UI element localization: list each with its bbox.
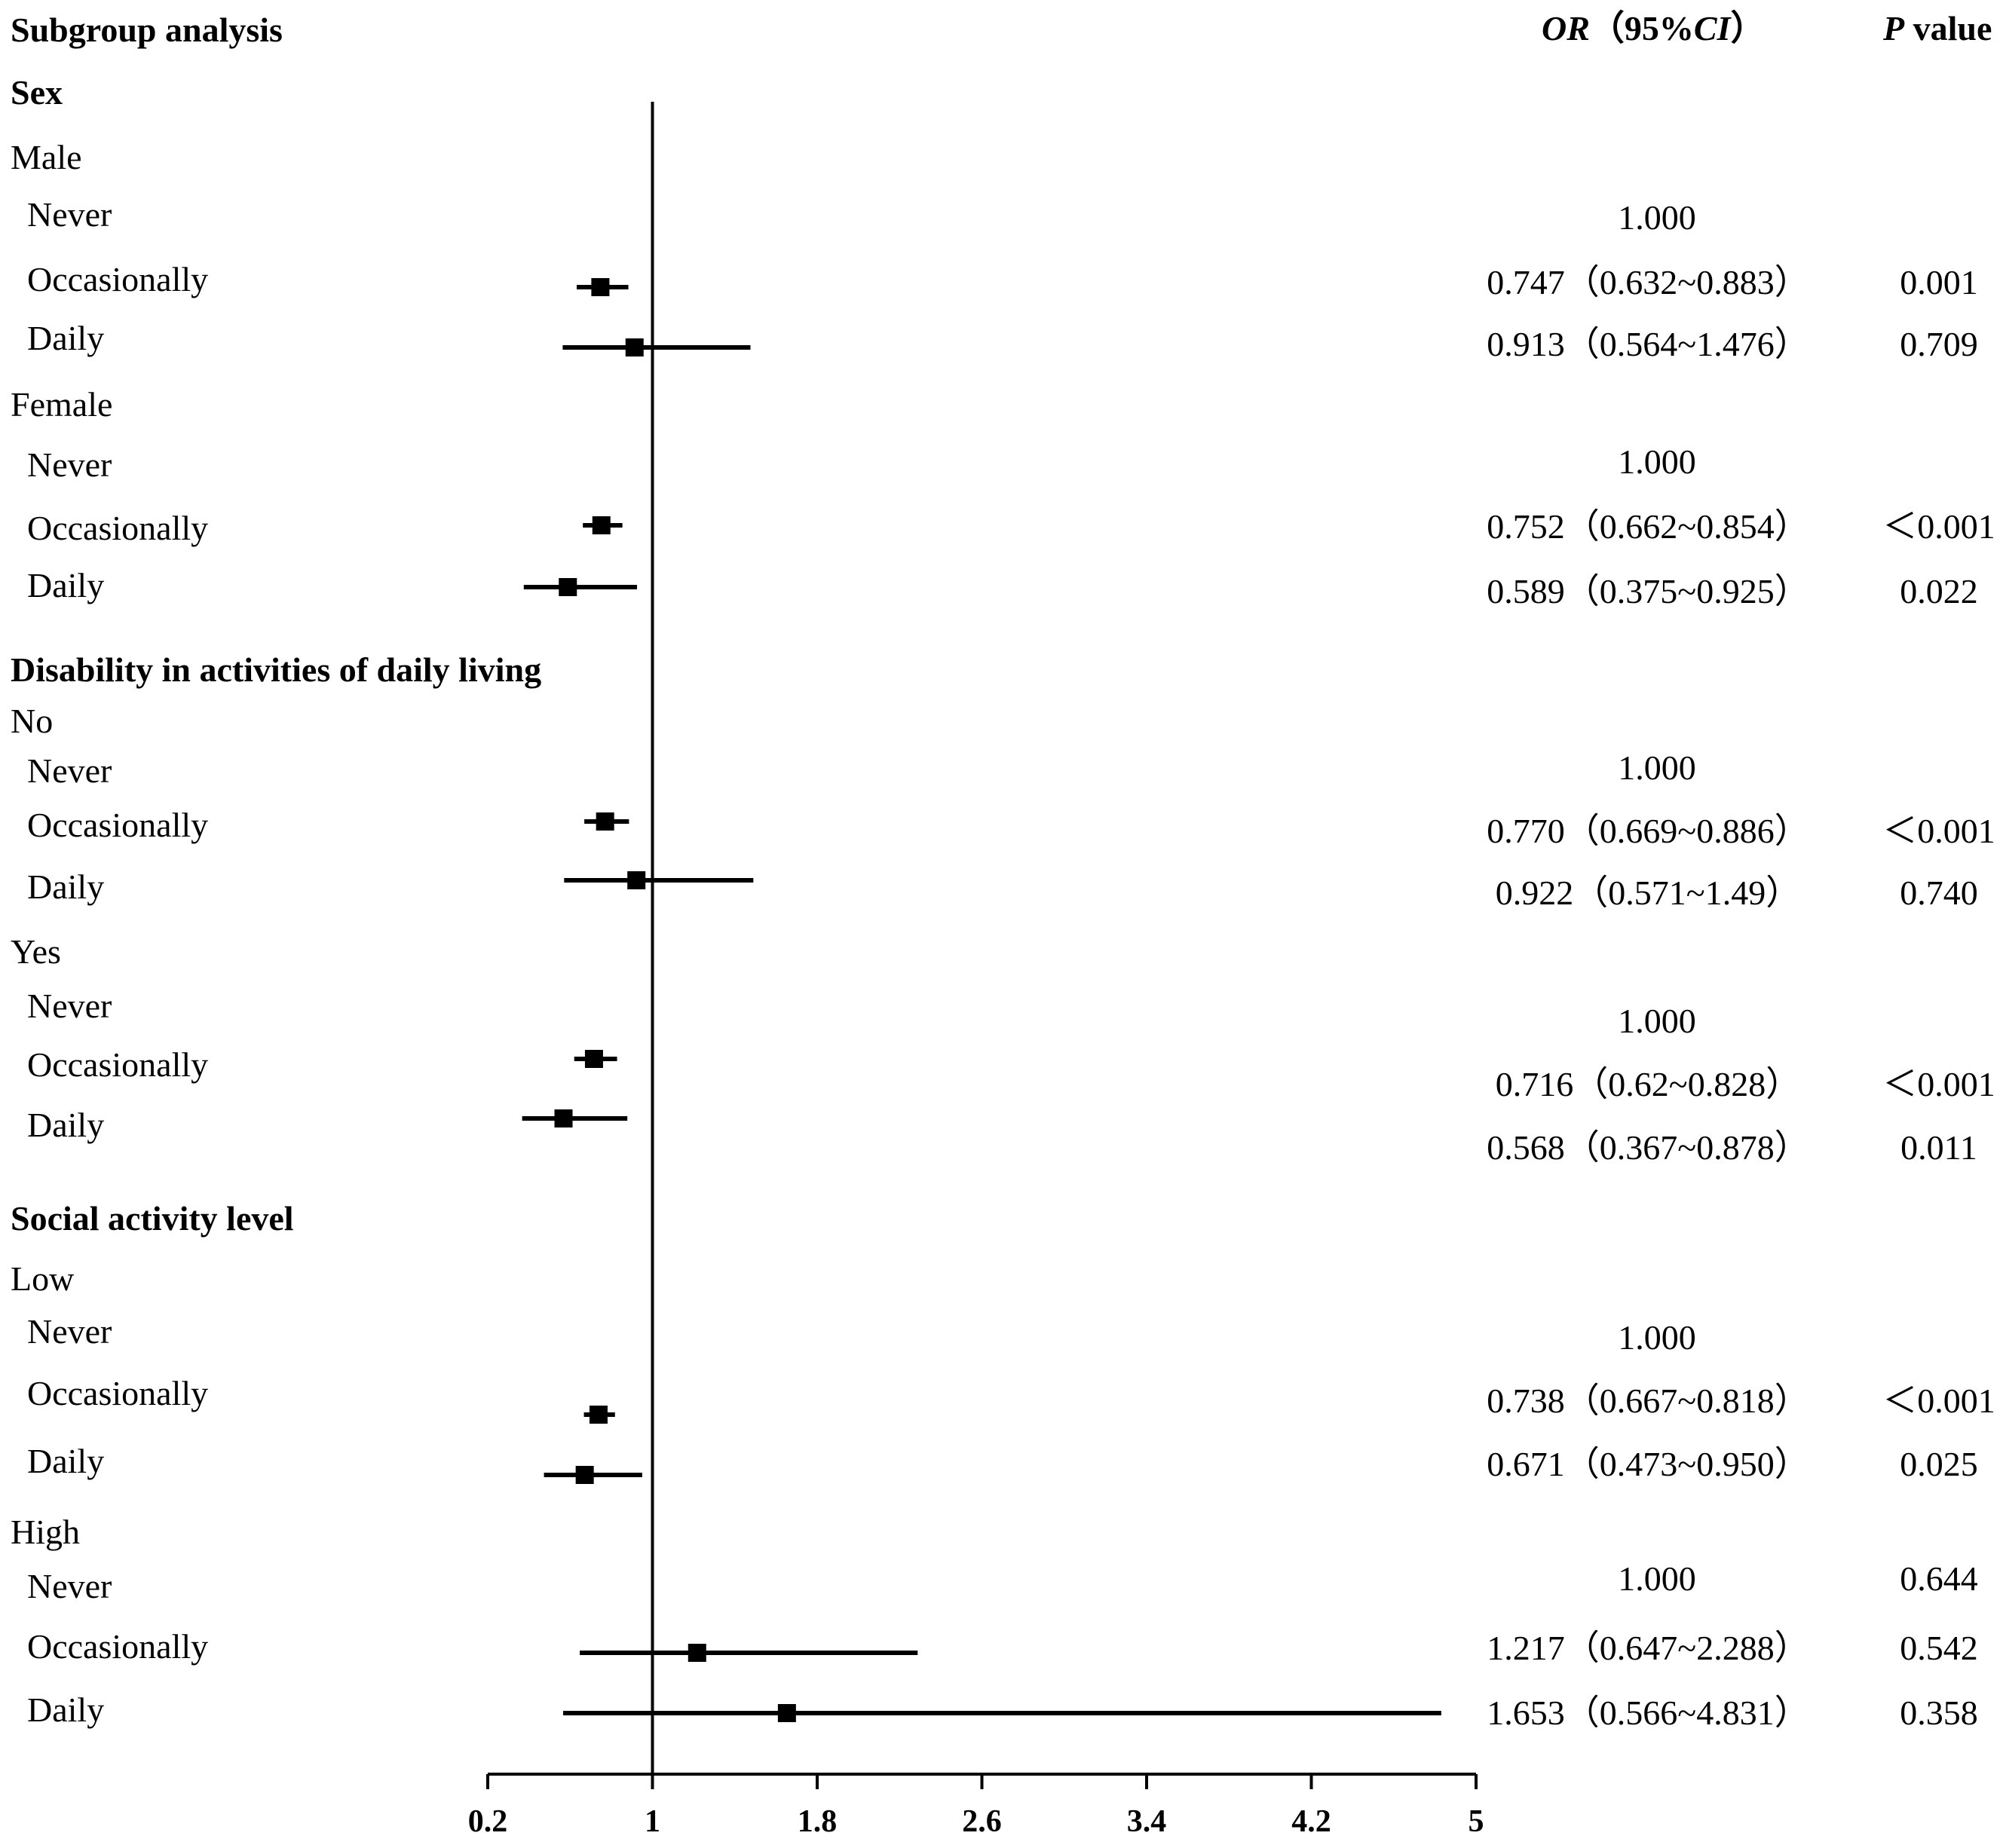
p-value: 0.358: [1900, 1693, 1978, 1732]
row-label: Daily: [27, 566, 105, 604]
p-value: ＜0.001: [1882, 507, 1995, 546]
row-label: Occasionally: [27, 806, 209, 844]
or-ci-value: 0.671（0.473~0.950）: [1487, 1445, 1809, 1483]
p-value: 0.740: [1900, 874, 1978, 912]
or-ci-value: 1.000: [1618, 442, 1696, 481]
or-ci-value: 1.000: [1618, 1559, 1696, 1598]
or-point-marker: [554, 1109, 573, 1127]
group-label-male: Male: [11, 138, 82, 176]
p-value-header: P value: [1883, 11, 1992, 46]
row-label: Never: [27, 1567, 112, 1605]
or-ci-value: 1.000: [1618, 748, 1696, 787]
x-tick-label: 3.4: [1127, 1804, 1167, 1839]
section-heading-sex: Sex: [11, 73, 63, 112]
group-label-no: No: [11, 702, 54, 740]
row-label: Occasionally: [27, 260, 209, 298]
row-label: Never: [27, 987, 112, 1025]
or-ci-value: 0.922（0.571~1.49）: [1495, 874, 1801, 912]
p-header-rest: value: [1904, 9, 1992, 47]
or-ci-value: 0.716（0.62~0.828）: [1495, 1065, 1801, 1103]
or-ci-value: 0.589（0.375~0.925）: [1487, 572, 1809, 610]
group-label-low: Low: [11, 1259, 75, 1298]
or-point-marker: [591, 278, 610, 296]
or-point-marker: [592, 516, 611, 534]
or-ci-value: 0.747（0.632~0.883）: [1487, 263, 1809, 301]
or-ci-value: 1.000: [1618, 1002, 1696, 1040]
or-ci-header: OR（95%CI）: [1542, 11, 1766, 46]
section-heading-social: Social activity level: [11, 1199, 294, 1238]
row-label: Daily: [27, 1690, 105, 1729]
row-label: Occasionally: [27, 509, 209, 547]
x-tick-label: 1: [645, 1804, 660, 1839]
p-value: 0.022: [1900, 572, 1978, 610]
group-label-yes: Yes: [11, 932, 61, 971]
x-tick-label: 5: [1469, 1804, 1484, 1839]
or-ci-value: 0.738（0.667~0.818）: [1487, 1381, 1809, 1420]
p-value: 0.001: [1900, 263, 1978, 301]
p-value: 0.542: [1900, 1629, 1978, 1667]
subgroup-header: Subgroup analysis: [11, 11, 283, 49]
or-point-marker: [596, 812, 614, 831]
or-ci-value: 1.217（0.647~2.288）: [1487, 1629, 1809, 1667]
or-point-marker: [575, 1466, 594, 1484]
or-ci-value: 1.000: [1618, 1318, 1696, 1357]
group-label-female: Female: [11, 385, 113, 424]
p-value: 0.025: [1900, 1445, 1978, 1483]
row-label: Never: [27, 751, 112, 790]
or-point-marker: [627, 871, 646, 889]
row-label: Never: [27, 195, 112, 234]
x-tick-label: 2.6: [962, 1804, 1002, 1839]
row-label: Daily: [27, 319, 105, 357]
row-label: Daily: [27, 867, 105, 906]
or-ci-value: 1.653（0.566~4.831）: [1487, 1693, 1809, 1732]
or-point-marker: [559, 578, 577, 596]
group-label-high: High: [11, 1513, 80, 1551]
or-ci-value: 0.770（0.669~0.886）: [1487, 812, 1809, 850]
row-label: Daily: [27, 1442, 105, 1480]
p-value: 0.709: [1900, 325, 1978, 363]
row-label: Occasionally: [27, 1045, 209, 1084]
p-header-italic: P: [1883, 9, 1905, 47]
x-tick-label: 1.8: [798, 1804, 838, 1839]
p-value: ＜0.001: [1882, 1381, 1995, 1420]
ci-header-close: ）: [1730, 9, 1766, 47]
or-ci-value: 1.000: [1618, 198, 1696, 237]
or-point-marker: [625, 338, 644, 356]
or-point-marker: [589, 1406, 608, 1424]
or-point-marker: [688, 1644, 706, 1662]
p-value: 0.644: [1900, 1559, 1978, 1598]
or-point-marker: [584, 1050, 603, 1068]
p-value: 0.011: [1900, 1128, 1977, 1167]
row-label: Daily: [27, 1106, 105, 1144]
row-label: Never: [27, 445, 112, 484]
or-point-marker: [777, 1704, 796, 1722]
or-ci-value: 0.568（0.367~0.878）: [1487, 1128, 1809, 1167]
or-ci-value: 0.913（0.564~1.476）: [1487, 325, 1809, 363]
or-header-italic: OR: [1542, 9, 1590, 47]
row-label: Occasionally: [27, 1627, 209, 1666]
row-label: Never: [27, 1312, 112, 1351]
p-value: ＜0.001: [1882, 1065, 1995, 1103]
or-ci-value: 0.752（0.662~0.854）: [1487, 507, 1809, 546]
or-header-paren: （95%: [1589, 9, 1694, 47]
section-heading-adl: Disability in activities of daily living: [11, 650, 542, 689]
x-tick-label: 0.2: [468, 1804, 508, 1839]
x-tick-label: 4.2: [1291, 1804, 1331, 1839]
ci-header-italic: CI: [1693, 9, 1731, 47]
row-label: Occasionally: [27, 1374, 209, 1412]
p-value: ＜0.001: [1882, 812, 1995, 850]
